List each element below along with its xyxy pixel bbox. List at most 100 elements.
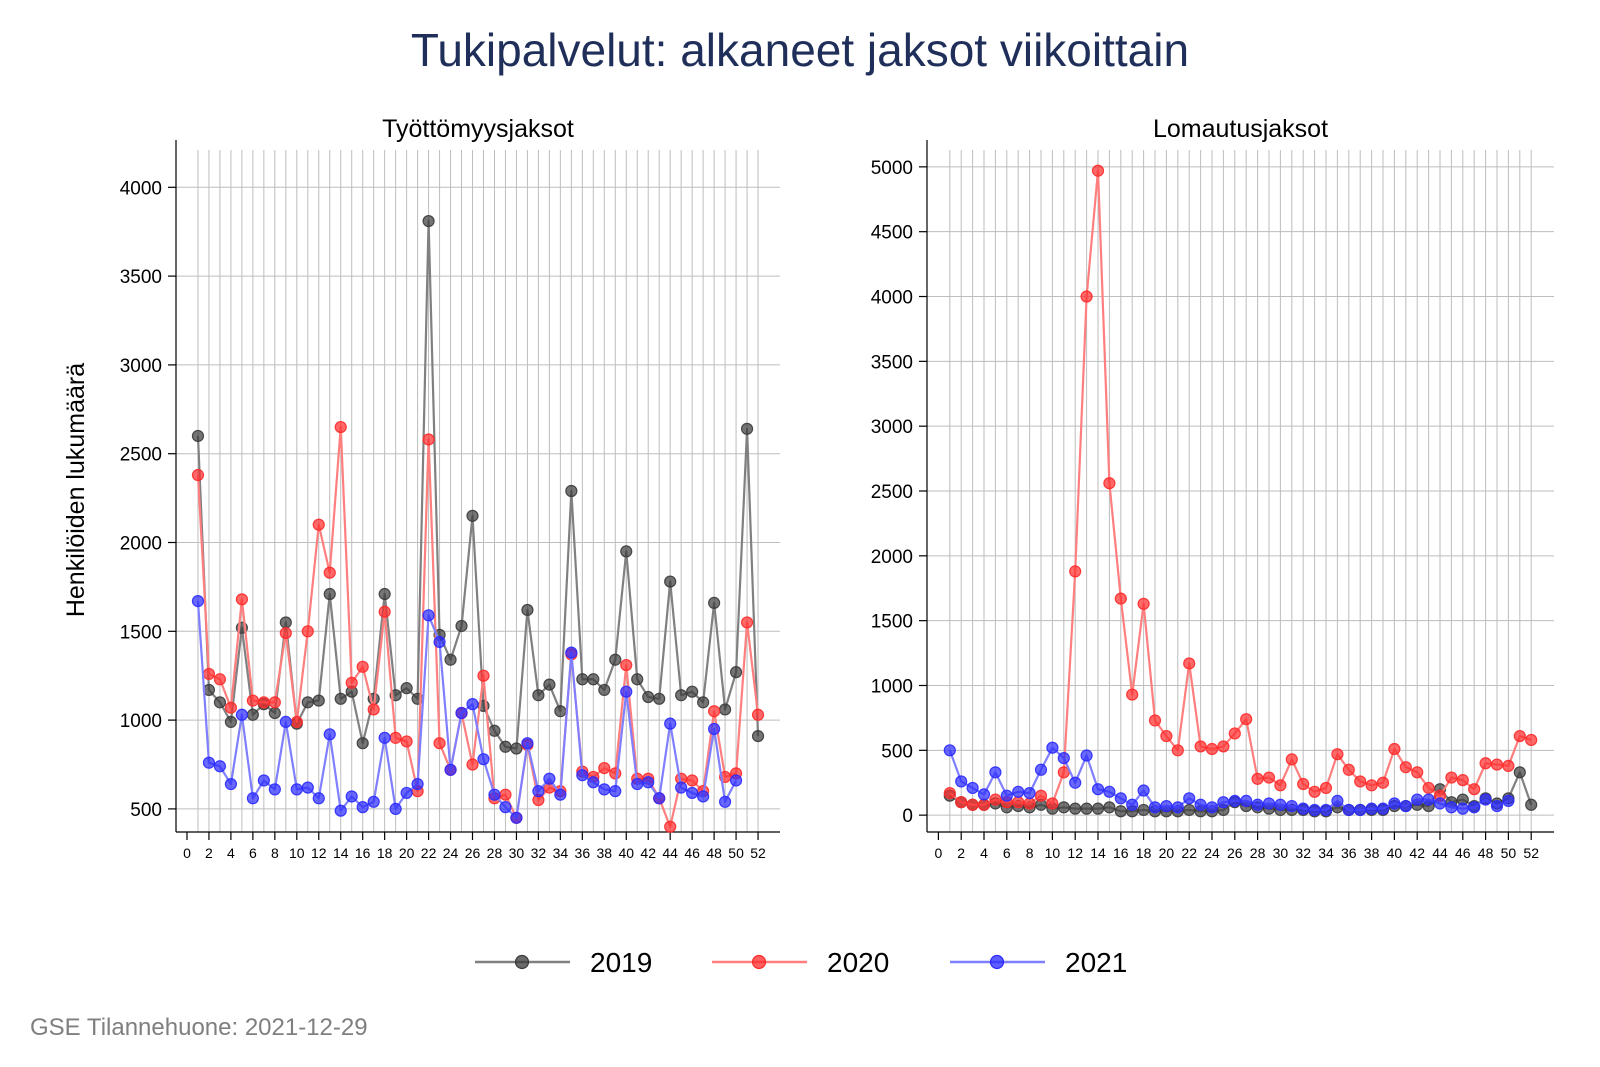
data-point-2020 (989, 793, 1002, 806)
data-point-2020 (378, 605, 391, 618)
x-tick-label: 40 (618, 845, 634, 861)
data-point-2021 (1069, 776, 1082, 789)
x-tick-label: 36 (1341, 845, 1357, 861)
data-point-2019 (708, 596, 721, 609)
data-point-2021 (1137, 784, 1150, 797)
data-point-2021 (620, 685, 633, 698)
data-point-2020 (202, 667, 216, 681)
data-point-2021 (1034, 763, 1048, 776)
legend-marker (751, 954, 767, 970)
legend-item-2019: 2019 (475, 947, 652, 978)
data-point-2020 (1205, 742, 1219, 756)
data-point-2021 (1433, 797, 1447, 810)
data-point-2020 (323, 566, 336, 579)
data-point-2021 (433, 635, 446, 649)
data-point-2021 (1365, 802, 1378, 815)
data-point-2020 (290, 715, 303, 728)
data-point-2021 (532, 785, 545, 798)
data-point-2021 (1240, 794, 1253, 807)
data-point-2019 (1114, 805, 1127, 818)
y-tick-label: 2500 (871, 482, 913, 503)
data-point-2020 (1376, 776, 1390, 789)
data-point-2021 (1171, 801, 1184, 814)
y-tick-label: 5000 (871, 158, 913, 179)
data-point-2021 (1479, 793, 1492, 806)
data-point-2020 (751, 708, 765, 721)
data-point-2020 (1365, 779, 1378, 792)
x-tick-label: 30 (1273, 845, 1289, 861)
data-point-2021 (989, 766, 1002, 779)
data-point-2020 (1399, 761, 1412, 774)
x-tick-label: 42 (640, 845, 656, 861)
data-point-2019 (1183, 803, 1196, 817)
data-point-2021 (323, 728, 336, 741)
y-axis-label: Henkilöiden lukumäärä (62, 363, 90, 617)
data-point-2020 (1468, 783, 1481, 796)
data-point-2021 (1445, 801, 1458, 814)
data-point-2021 (1012, 785, 1025, 798)
data-point-2019 (455, 619, 468, 633)
data-point-2021 (1502, 794, 1515, 807)
data-point-2020 (1160, 729, 1173, 743)
x-tick-label: 42 (1409, 845, 1425, 861)
data-point-2021 (356, 801, 369, 814)
data-point-2020 (1274, 779, 1287, 792)
x-tick-label: 0 (183, 845, 191, 861)
data-point-2021 (213, 760, 227, 773)
data-point-2020 (356, 660, 369, 673)
x-tick-label: 24 (443, 845, 459, 861)
data-point-2020 (609, 767, 622, 780)
data-point-2019 (521, 603, 534, 617)
y-tick-label: 3000 (120, 356, 162, 377)
data-point-2019 (246, 708, 259, 721)
x-tick-label: 4 (227, 845, 235, 861)
data-point-2021 (312, 792, 325, 805)
data-point-2021 (246, 792, 259, 805)
x-tick-label: 20 (399, 845, 415, 861)
data-point-2020 (345, 676, 358, 689)
x-tick-label: 32 (531, 845, 547, 861)
x-tick-label: 8 (271, 845, 279, 861)
data-point-2019 (1091, 802, 1105, 815)
x-tick-label: 6 (1003, 845, 1011, 861)
data-point-2021 (1274, 798, 1287, 811)
x-tick-label: 34 (1318, 845, 1334, 861)
data-point-2021 (235, 708, 248, 721)
data-point-2019 (543, 678, 556, 691)
data-point-2020 (1251, 772, 1264, 785)
data-point-2019 (576, 673, 589, 686)
data-point-2021 (477, 753, 490, 766)
data-point-2019 (1069, 802, 1082, 815)
data-point-2020 (966, 798, 979, 811)
data-point-2021 (609, 785, 622, 798)
legend: 2019 2020 2021 (475, 947, 1127, 978)
data-point-2020 (740, 616, 754, 629)
data-point-2021 (191, 595, 205, 608)
data-point-2020 (620, 658, 633, 672)
data-point-2021 (444, 763, 457, 776)
x-tick-label: 2 (205, 845, 213, 861)
x-tick-label: 26 (1227, 845, 1243, 861)
data-point-2021 (1000, 789, 1013, 802)
data-point-2019 (675, 689, 688, 702)
data-point-2021 (400, 786, 413, 800)
x-tick-label: 4 (980, 845, 988, 861)
data-point-2019 (466, 509, 479, 522)
legend-label: 2021 (1065, 947, 1127, 978)
x-tick-label: 52 (750, 845, 766, 861)
panel-tyottomyysjaksot: Työttömyysjaksot500100015002000250030003… (120, 115, 780, 861)
y-tick-label: 1500 (120, 622, 162, 643)
legend-item-2021: 2021 (950, 947, 1127, 978)
data-point-2021 (554, 788, 567, 801)
chart-title: Tukipalvelut: alkaneet jaksot viikoittai… (411, 24, 1189, 76)
data-point-2020 (1194, 740, 1207, 753)
data-point-2021 (1091, 783, 1105, 796)
x-tick-label: 52 (1523, 845, 1539, 861)
x-tick-label: 28 (487, 845, 503, 861)
data-point-2021 (499, 801, 512, 814)
data-point-2021 (697, 790, 710, 803)
data-point-2019 (334, 692, 347, 705)
x-tick-label: 2 (957, 845, 965, 861)
x-tick-label: 12 (1067, 845, 1083, 861)
data-point-2020 (389, 731, 402, 744)
